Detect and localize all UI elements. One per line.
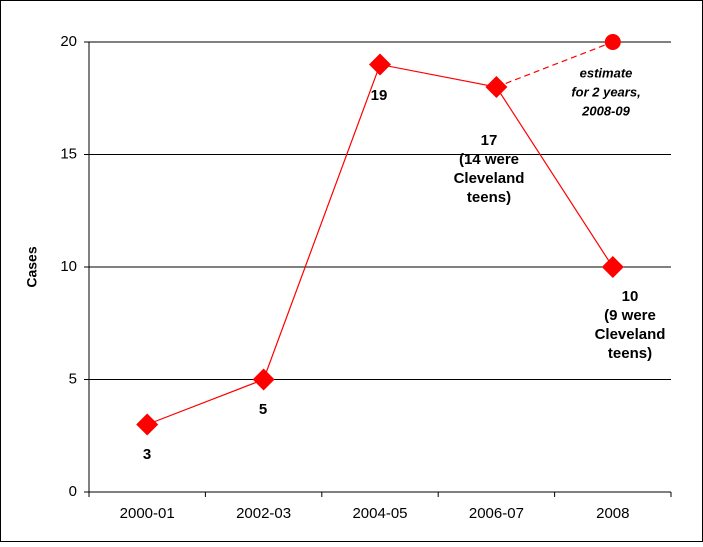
estimate-marker bbox=[604, 34, 621, 50]
estimate-line bbox=[496, 41, 614, 88]
estimate-note: for 2 years, bbox=[571, 84, 640, 99]
point-label: Cleveland bbox=[454, 170, 525, 187]
point-marker bbox=[485, 76, 508, 98]
estimate-note: estimate bbox=[580, 65, 633, 80]
point-label: 17 bbox=[481, 132, 498, 149]
point-label: 3 bbox=[143, 446, 151, 463]
x-tick-label: 2006-07 bbox=[469, 505, 524, 522]
point-label: Cleveland bbox=[595, 326, 666, 343]
y-tick-label: 15 bbox=[60, 145, 77, 162]
point-marker bbox=[252, 368, 275, 391]
point-label: 19 bbox=[371, 87, 388, 104]
y-tick-label: 0 bbox=[69, 483, 77, 500]
x-tick-label: 2002-03 bbox=[236, 505, 291, 522]
y-tick-label: 10 bbox=[60, 258, 77, 275]
point-marker bbox=[369, 53, 391, 76]
point-label: 10 bbox=[622, 288, 639, 305]
y-tick-label: 20 bbox=[60, 33, 77, 50]
estimate-note: 2008-09 bbox=[581, 103, 630, 118]
point-label: teens) bbox=[608, 345, 652, 362]
point-marker bbox=[601, 256, 624, 278]
y-axis-label: Cases bbox=[24, 246, 40, 287]
x-tick-label: 2004-05 bbox=[352, 505, 407, 522]
point-label: 5 bbox=[259, 401, 267, 418]
x-tick-label: 2000-01 bbox=[120, 505, 175, 522]
point-label: (14 were bbox=[459, 151, 519, 168]
point-label: (9 were bbox=[604, 307, 656, 324]
x-tick-label: 2008 bbox=[596, 505, 629, 522]
point-marker bbox=[136, 413, 159, 436]
point-label: teens) bbox=[467, 189, 511, 206]
y-tick-label: 5 bbox=[69, 370, 77, 387]
